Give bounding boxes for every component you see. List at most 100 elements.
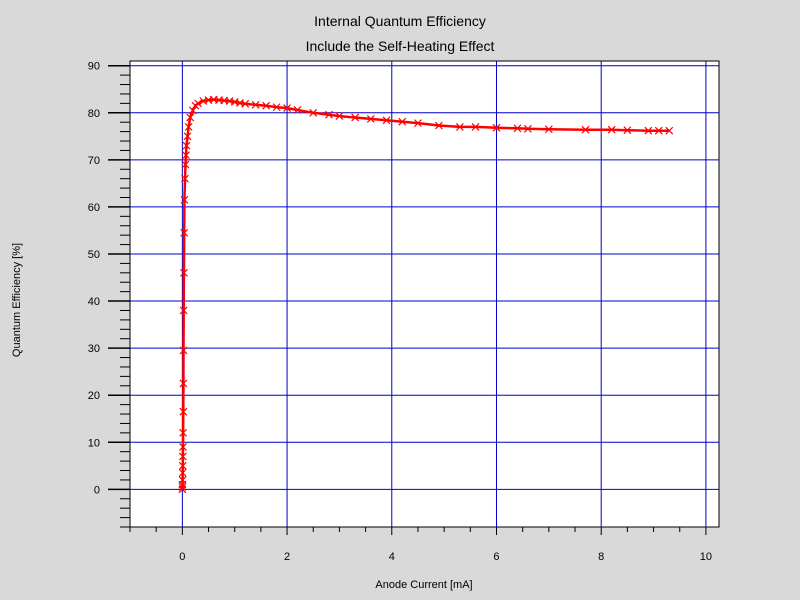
- marker-stroke: [607, 125, 616, 134]
- marker-stroke: [293, 106, 302, 114]
- marker-stroke: [492, 123, 501, 132]
- y-tick-label: 10: [88, 437, 100, 449]
- x-tick-label: 2: [284, 551, 290, 563]
- data-point-marker: [188, 106, 197, 115]
- y-tick-label: 70: [88, 155, 100, 167]
- marker-stroke: [181, 174, 189, 183]
- marker-stroke: [179, 428, 188, 437]
- marker-stroke: [204, 96, 213, 104]
- marker-stroke: [513, 124, 522, 133]
- marker-stroke: [665, 126, 674, 135]
- marker-stroke: [199, 97, 208, 105]
- marker-stroke: [644, 126, 653, 135]
- marker-stroke: [366, 114, 375, 123]
- data-point-marker: [184, 122, 193, 131]
- data-point-marker: [180, 268, 188, 277]
- marker-stroke: [182, 151, 190, 160]
- data-point-marker: [186, 113, 195, 122]
- y-tick-label: 30: [88, 343, 100, 355]
- marker-stroke: [178, 468, 187, 477]
- marker-stroke: [262, 101, 271, 110]
- data-point-marker: [179, 428, 188, 437]
- data-point-marker: [513, 124, 522, 133]
- marker-stroke: [623, 126, 632, 135]
- marker-stroke: [182, 141, 191, 150]
- y-tick-label: 60: [88, 202, 100, 214]
- marker-stroke: [179, 346, 188, 355]
- data-point-marker: [492, 123, 501, 132]
- marker-stroke: [180, 268, 188, 277]
- marker-stroke: [335, 112, 344, 120]
- chart-subtitle: Include the Self-Heating Effect: [306, 38, 495, 54]
- data-point-marker: [178, 483, 187, 491]
- data-point-marker: [180, 228, 189, 237]
- marker-stroke: [544, 125, 553, 134]
- marker-stroke: [398, 117, 407, 126]
- data-point-marker: [179, 407, 188, 416]
- data-point-marker: [179, 346, 188, 355]
- data-point-marker: [179, 379, 188, 388]
- y-tick-label: 50: [88, 249, 100, 261]
- x-tick-label: 8: [598, 551, 604, 563]
- data-point-marker: [283, 104, 291, 112]
- marker-stroke: [178, 483, 187, 491]
- data-point-marker: [351, 113, 360, 122]
- marker-stroke: [181, 160, 190, 169]
- marker-stroke: [180, 228, 189, 237]
- data-point-marker: [293, 106, 302, 114]
- axes: 0 10 20 30 40 50 60 70 80 90 0 2 4 6 8 10: [88, 61, 712, 563]
- data-point-marker: [272, 103, 281, 112]
- data-point-marker: [178, 452, 187, 461]
- y-axis-label: Quantum Efficiency [%]: [11, 243, 23, 357]
- data-point-marker: [335, 112, 344, 120]
- marker-stroke: [179, 443, 187, 451]
- data-point-marker: [382, 116, 391, 125]
- marker-stroke: [581, 125, 590, 134]
- marker-stroke: [309, 108, 318, 117]
- chart-title: Internal Quantum Efficiency: [314, 13, 486, 29]
- data-point-marker: [665, 126, 674, 135]
- marker-stroke: [183, 132, 192, 141]
- x-tick-label: 4: [389, 551, 395, 563]
- marker-stroke: [178, 452, 187, 461]
- marker-stroke: [194, 99, 202, 108]
- data-point-marker: [181, 160, 190, 169]
- marker-stroke: [178, 461, 187, 470]
- marker-stroke: [283, 104, 291, 112]
- data-point-marker: [179, 306, 188, 315]
- marker-stroke: [179, 407, 188, 416]
- data-point-marker: [434, 121, 443, 130]
- x-tick-label: 0: [179, 551, 185, 563]
- y-tick-label: 90: [88, 61, 100, 73]
- x-axis-label: Anode Current [mA]: [375, 579, 472, 591]
- data-point-marker: [644, 126, 653, 135]
- plot-area: [129, 60, 720, 528]
- data-point-marker: [180, 195, 189, 204]
- marker-stroke: [186, 113, 195, 122]
- marker-stroke: [325, 110, 333, 119]
- data-point-marker: [178, 476, 187, 484]
- series-layer: [178, 95, 674, 494]
- data-point-marker: [181, 174, 189, 183]
- marker-stroke: [184, 122, 193, 131]
- marker-stroke: [414, 119, 422, 128]
- y-tick-label: 0: [94, 484, 100, 496]
- data-point-marker: [523, 124, 532, 133]
- data-point-marker: [366, 114, 375, 123]
- marker-stroke: [178, 476, 187, 484]
- data-point-marker: [471, 122, 480, 131]
- x-tick-label: 6: [493, 551, 499, 563]
- data-point-marker: [182, 151, 190, 160]
- data-point-marker: [455, 122, 464, 131]
- marker-stroke: [654, 126, 663, 135]
- data-point-marker: [309, 108, 318, 117]
- marker-stroke: [455, 122, 464, 131]
- data-point-marker: [607, 125, 616, 134]
- marker-stroke: [179, 306, 188, 315]
- marker-stroke: [351, 113, 360, 122]
- marker-stroke: [471, 122, 480, 131]
- data-point-marker: [581, 125, 590, 134]
- data-point-marker: [194, 99, 202, 108]
- marker-stroke: [251, 100, 260, 109]
- marker-stroke: [434, 121, 443, 130]
